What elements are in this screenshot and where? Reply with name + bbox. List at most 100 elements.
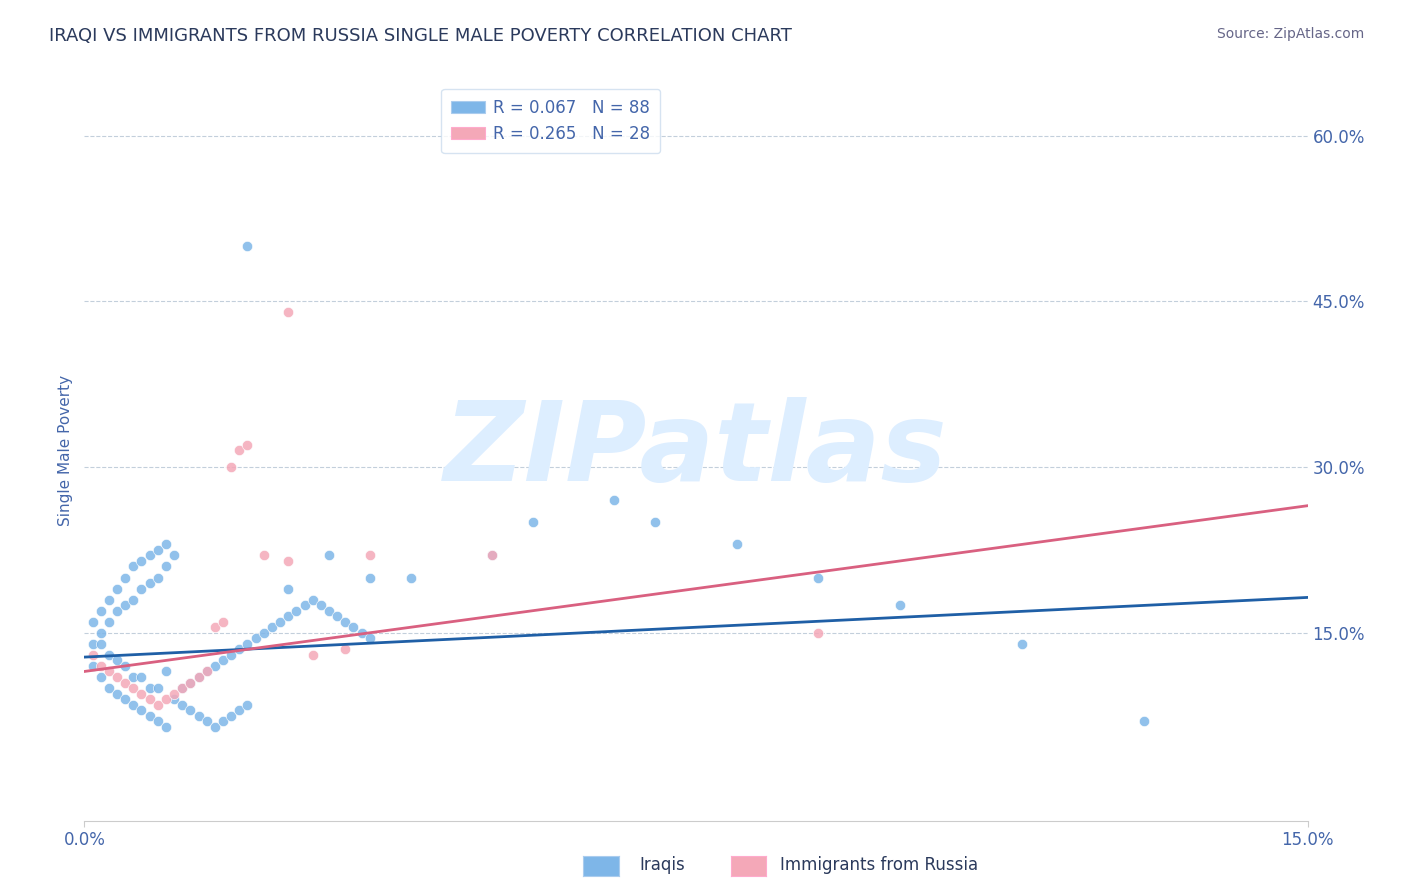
Point bbox=[179, 675, 201, 690]
Point bbox=[122, 592, 145, 607]
Point bbox=[326, 609, 349, 624]
Point bbox=[889, 598, 911, 612]
Point bbox=[195, 714, 218, 729]
Point bbox=[481, 549, 503, 563]
Point bbox=[97, 592, 120, 607]
Text: Source: ZipAtlas.com: Source: ZipAtlas.com bbox=[1216, 27, 1364, 41]
Point bbox=[131, 670, 153, 684]
Point bbox=[522, 516, 544, 530]
Point bbox=[146, 698, 169, 712]
Point bbox=[138, 549, 160, 563]
Point bbox=[97, 615, 120, 629]
Point bbox=[269, 615, 291, 629]
Point bbox=[644, 516, 666, 530]
Point bbox=[122, 681, 145, 695]
Point bbox=[97, 648, 120, 662]
Point bbox=[219, 708, 242, 723]
Point bbox=[122, 559, 145, 574]
Point bbox=[277, 582, 299, 596]
Point bbox=[114, 570, 136, 584]
Point bbox=[146, 570, 169, 584]
Point bbox=[359, 632, 381, 646]
Point bbox=[155, 537, 177, 551]
Point bbox=[97, 665, 120, 679]
Point bbox=[82, 648, 104, 662]
Point bbox=[172, 698, 194, 712]
Point bbox=[179, 675, 201, 690]
Point bbox=[163, 549, 186, 563]
Point bbox=[90, 604, 112, 618]
Point bbox=[359, 549, 381, 563]
Point bbox=[122, 698, 145, 712]
Point bbox=[163, 687, 186, 701]
Point bbox=[155, 720, 177, 734]
Point bbox=[277, 305, 299, 319]
Point bbox=[114, 692, 136, 706]
Point bbox=[277, 554, 299, 568]
Point bbox=[138, 708, 160, 723]
Text: IRAQI VS IMMIGRANTS FROM RUSSIA SINGLE MALE POVERTY CORRELATION CHART: IRAQI VS IMMIGRANTS FROM RUSSIA SINGLE M… bbox=[49, 27, 792, 45]
Point bbox=[204, 659, 226, 673]
Point bbox=[481, 549, 503, 563]
Point bbox=[236, 698, 259, 712]
Point bbox=[146, 681, 169, 695]
Point bbox=[294, 598, 316, 612]
Point bbox=[335, 642, 357, 657]
Point bbox=[105, 604, 128, 618]
Point bbox=[90, 625, 112, 640]
Point bbox=[146, 714, 169, 729]
Point bbox=[807, 625, 830, 640]
Point bbox=[253, 625, 276, 640]
Point bbox=[90, 670, 112, 684]
Point bbox=[245, 632, 267, 646]
Point bbox=[97, 681, 120, 695]
Point bbox=[236, 438, 259, 452]
Point bbox=[187, 708, 209, 723]
Point bbox=[725, 537, 748, 551]
Point bbox=[219, 460, 242, 475]
Text: Immigrants from Russia: Immigrants from Russia bbox=[780, 855, 979, 873]
Point bbox=[228, 703, 250, 717]
Point bbox=[82, 637, 104, 651]
Point bbox=[138, 681, 160, 695]
Y-axis label: Single Male Poverty: Single Male Poverty bbox=[58, 375, 73, 526]
Point bbox=[131, 687, 153, 701]
Point bbox=[309, 598, 332, 612]
Point bbox=[195, 665, 218, 679]
Point bbox=[163, 692, 186, 706]
Point bbox=[236, 637, 259, 651]
Point bbox=[187, 670, 209, 684]
Point bbox=[179, 703, 201, 717]
Point bbox=[228, 443, 250, 458]
Point bbox=[138, 692, 160, 706]
Point bbox=[212, 615, 235, 629]
Point bbox=[155, 559, 177, 574]
Legend: R = 0.067   N = 88, R = 0.265   N = 28: R = 0.067 N = 88, R = 0.265 N = 28 bbox=[441, 88, 659, 153]
Point bbox=[253, 549, 276, 563]
Point bbox=[131, 554, 153, 568]
Point bbox=[399, 570, 422, 584]
Point bbox=[285, 604, 308, 618]
Point bbox=[90, 637, 112, 651]
Point bbox=[318, 604, 340, 618]
Point bbox=[1011, 637, 1033, 651]
Point bbox=[342, 620, 364, 634]
Point bbox=[105, 582, 128, 596]
Point bbox=[155, 665, 177, 679]
Point bbox=[318, 549, 340, 563]
Point bbox=[260, 620, 283, 634]
Point bbox=[82, 615, 104, 629]
Point bbox=[204, 720, 226, 734]
Point bbox=[603, 493, 626, 508]
Point bbox=[212, 714, 235, 729]
Point bbox=[301, 592, 323, 607]
Point bbox=[105, 670, 128, 684]
Point bbox=[122, 670, 145, 684]
Point bbox=[187, 670, 209, 684]
Point bbox=[114, 659, 136, 673]
Point bbox=[82, 659, 104, 673]
Point bbox=[138, 576, 160, 591]
Point bbox=[350, 625, 373, 640]
Point bbox=[195, 665, 218, 679]
Point bbox=[212, 653, 235, 667]
